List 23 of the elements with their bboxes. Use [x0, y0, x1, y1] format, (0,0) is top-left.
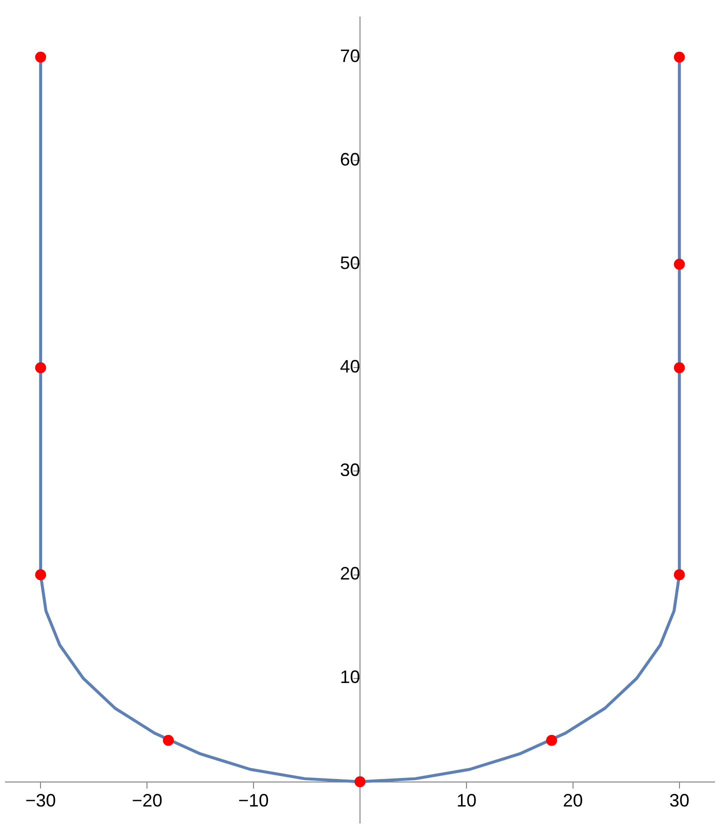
y-tick-label: 50 — [340, 253, 360, 274]
point — [674, 52, 685, 63]
point — [546, 734, 558, 746]
y-tick-label: 70 — [340, 46, 360, 66]
x-tick-label: −10 — [238, 790, 269, 811]
point — [35, 569, 46, 580]
point — [354, 776, 366, 788]
point — [35, 52, 46, 63]
y-tick-label: 60 — [340, 150, 360, 170]
y-tick-label: 10 — [340, 667, 360, 688]
point — [162, 734, 174, 746]
point — [674, 569, 685, 580]
x-tick-label: 30 — [669, 790, 690, 811]
y-tick-label: 40 — [340, 356, 360, 377]
x-tick-label: −30 — [25, 790, 56, 811]
point — [674, 362, 685, 374]
x-tick-label: 10 — [456, 790, 476, 811]
x-tick-label: −20 — [132, 790, 162, 811]
x-tick-label: 20 — [562, 790, 583, 811]
point — [35, 362, 46, 374]
point — [674, 258, 685, 270]
y-tick-label: 30 — [340, 460, 360, 480]
y-tick-label: 20 — [340, 564, 360, 584]
